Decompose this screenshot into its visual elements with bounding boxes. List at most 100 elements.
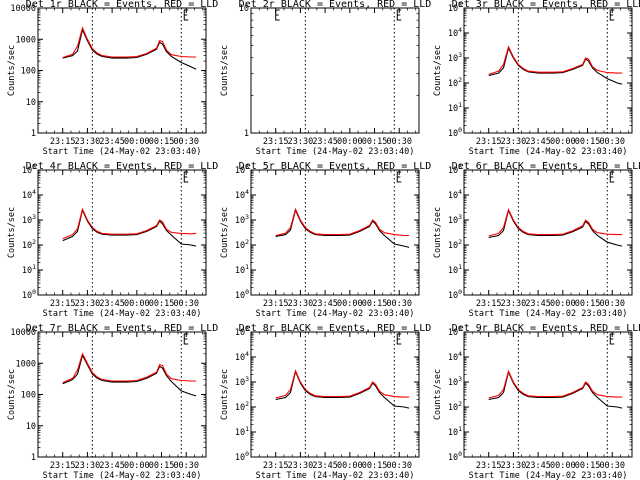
y-tick-label: 102 [448, 238, 462, 251]
x-tick-label: 23:45 [525, 299, 551, 309]
x-tick-label: 00:30 [599, 461, 625, 471]
e-interval-marker [183, 9, 189, 21]
series-events-line [62, 353, 197, 397]
x-tick-label: 23:45 [99, 299, 125, 309]
x-tick-label: 23:45 [99, 461, 125, 471]
y-tick-label: 10000 [10, 328, 36, 338]
x-tick-label: 00:15 [149, 461, 175, 471]
x-tick-label: 00:30 [386, 299, 412, 309]
x-tick-label: 00:15 [149, 299, 175, 309]
series-lld-line [62, 207, 197, 240]
y-tick-label: 102 [235, 238, 249, 251]
series-lld-line [488, 45, 623, 75]
x-tick-label: 23:45 [525, 137, 551, 147]
y-axis-label: Counts/sec [433, 207, 443, 258]
x-tick-label: 23:15 [476, 299, 502, 309]
panel-det-4: Det 4r BLACK = Events, RED = LLD 100 101 10… [7, 161, 218, 319]
y-tick-label: 100 [235, 450, 249, 463]
y-tick-label: 103 [235, 375, 249, 388]
y-axis-label: Counts/sec [7, 369, 17, 420]
panel-det-6: Det 6r BLACK = Events, RED = LLD 100 101 10… [433, 161, 640, 319]
x-tick-label: 23:30 [288, 461, 314, 471]
panel-det-1: Det 1r BLACK = Events, RED = LLD 1 10 100 10… [7, 0, 218, 157]
series-lld-line [488, 369, 623, 399]
y-tick-label: 103 [448, 375, 462, 388]
plot-frame [37, 169, 207, 296]
x-tick-label: 00:00 [550, 299, 576, 309]
y-axis-label: Counts/sec [7, 45, 17, 96]
series-events-line [62, 28, 197, 70]
x-tick-label: 00:15 [575, 137, 601, 147]
plot-frame [463, 7, 633, 134]
x-tick-label: 00:00 [337, 461, 363, 471]
x-axis-label: Start Time (24-May-02 23:03:40) [256, 471, 415, 480]
y-tick-label: 10 [26, 422, 36, 432]
x-tick-label: 23:45 [99, 137, 125, 147]
e-interval-marker [275, 9, 280, 21]
x-tick-label: 00:15 [149, 137, 175, 147]
y-tick-label: 100 [448, 126, 462, 139]
x-tick-label: 23:15 [50, 137, 76, 147]
y-axis-label: Counts/sec [7, 207, 17, 258]
plot-frame [463, 331, 633, 458]
y-tick-label: 103 [235, 213, 249, 226]
x-tick-label: 23:15 [50, 461, 76, 471]
y-tick-label: 102 [448, 76, 462, 89]
x-tick-label: 00:00 [124, 137, 150, 147]
y-tick-label: 103 [22, 213, 36, 226]
x-tick-label: 00:30 [386, 461, 412, 471]
series-events-line [488, 208, 623, 247]
plot-frame [250, 331, 420, 458]
y-axis-label: Counts/sec [220, 369, 230, 420]
y-tick-label: 101 [448, 263, 462, 276]
y-tick-label: 1 [31, 453, 36, 463]
panel-title: Det 6r BLACK = Events, RED = LLD [452, 161, 640, 172]
series-lld-line [275, 369, 410, 399]
e-interval-marker [609, 333, 615, 345]
e-interval-marker [609, 9, 615, 21]
y-tick-label: 101 [448, 425, 462, 438]
x-tick-label: 00:15 [362, 461, 388, 471]
e-interval-marker [183, 333, 189, 345]
x-tick-label: 00:00 [337, 137, 363, 147]
x-tick-label: 00:30 [173, 461, 199, 471]
y-tick-label: 104 [448, 188, 462, 201]
x-tick-label: 23:30 [75, 137, 101, 147]
x-tick-label: 23:30 [288, 299, 314, 309]
y-tick-label: 103 [448, 51, 462, 64]
y-tick-label: 103 [448, 213, 462, 226]
panel-det-8: Det 8r BLACK = Events, RED = LLD 100 101 10… [220, 323, 431, 480]
plot-frame [250, 7, 420, 134]
panel-det-3: Det 3r BLACK = Events, RED = LLD 100 101 10… [433, 0, 640, 157]
series-lld-line [488, 208, 623, 237]
x-tick-label: 00:00 [550, 137, 576, 147]
y-tick-label: 101 [22, 263, 36, 276]
x-tick-label: 00:30 [173, 299, 199, 309]
series-events-line [488, 370, 623, 409]
panel-det-9: Det 9r BLACK = Events, RED = LLD 100 101 10… [433, 323, 640, 480]
e-interval-marker [396, 9, 402, 21]
e-interval-marker [396, 333, 402, 345]
x-axis-label: Start Time (24-May-02 23:03:40) [43, 471, 202, 480]
panel-title: Det 3r BLACK = Events, RED = LLD [452, 0, 640, 10]
plot-frame [463, 169, 633, 296]
x-axis-label: Start Time (24-May-02 23:03:40) [43, 147, 202, 157]
x-tick-label: 23:15 [476, 137, 502, 147]
panel-title: Det 1r BLACK = Events, RED = LLD [26, 0, 219, 10]
panel-det-5: Det 5r BLACK = Events, RED = LLD 100 101 10… [220, 161, 431, 319]
series-events-line [275, 208, 410, 248]
panel-det-7: Det 7r BLACK = Events, RED = LLD 1 10 100 10… [7, 323, 218, 480]
panel-title: Det 4r BLACK = Events, RED = LLD [26, 161, 219, 172]
x-tick-label: 23:15 [263, 299, 289, 309]
x-tick-label: 23:30 [288, 137, 314, 147]
x-tick-label: 23:15 [263, 461, 289, 471]
x-tick-label: 23:45 [312, 137, 338, 147]
y-tick-label: 10 [239, 4, 249, 14]
series-events-line [488, 46, 623, 85]
plot-frame [250, 169, 420, 296]
panel-title: Det 8r BLACK = Events, RED = LLD [239, 323, 432, 334]
x-tick-label: 23:45 [312, 299, 338, 309]
x-tick-label: 00:00 [124, 461, 150, 471]
series-events-line [275, 369, 410, 409]
y-tick-label: 101 [448, 101, 462, 114]
